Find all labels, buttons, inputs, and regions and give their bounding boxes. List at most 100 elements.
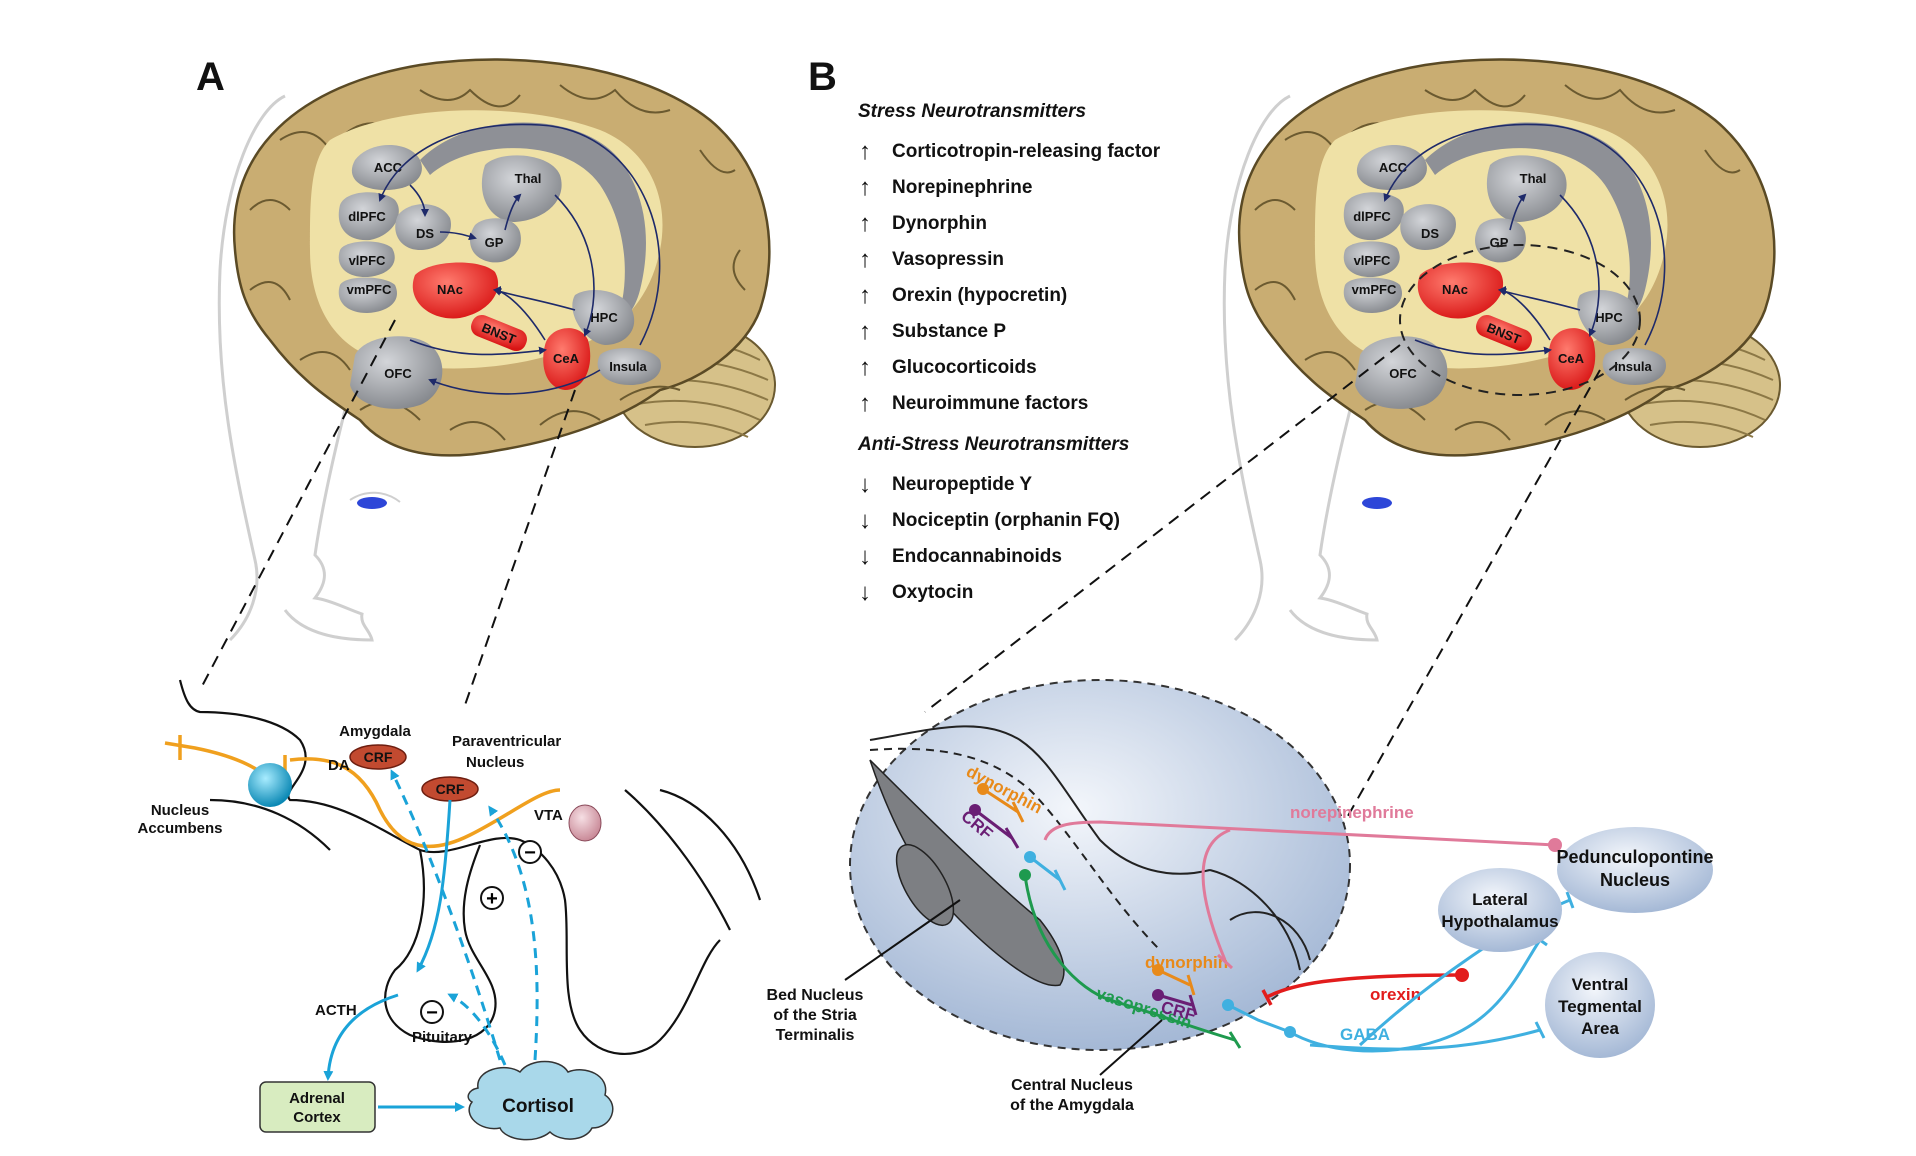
arrow-b-3: [1498, 288, 1581, 311]
vmpfc-label-b: vmPFC: [1352, 282, 1397, 297]
thal-shape: [481, 155, 562, 222]
arrow-ofc-cea: [409, 339, 547, 356]
gp-label-b: GP: [1490, 235, 1509, 250]
arrow-thal-cea: [554, 194, 595, 337]
anti-stress-arrow-1: ↓: [859, 507, 871, 534]
ppn-oval: [1557, 827, 1713, 913]
vasopressin-line: [1023, 874, 1242, 1049]
arrow-acc-ds: [409, 184, 429, 217]
dynorphin-line-lower: [1157, 968, 1196, 996]
plus-text: +: [486, 888, 498, 910]
gaba-line-upper: [1029, 855, 1067, 891]
minus-sign-2: [420, 1000, 444, 1024]
eye-b: [1362, 497, 1392, 509]
vta-sphere: [568, 804, 602, 842]
vmpfc-shape: [338, 277, 397, 313]
feedback-pvn: [488, 805, 539, 1061]
vta-b-label-3: Area: [1581, 1019, 1619, 1038]
cea-shape-b: [1548, 328, 1596, 390]
acth-label: ACTH: [315, 1002, 357, 1019]
acc-label: ACC: [374, 160, 403, 175]
dynorphin-line-upper: [982, 787, 1025, 823]
stress-item-2: Dynorphin: [892, 213, 987, 234]
stress-item-1: Norepinephrine: [892, 177, 1032, 198]
dlpfc-label-b: dlPFC: [1353, 209, 1391, 224]
bnst-label-3: Terminalis: [776, 1027, 855, 1044]
ofc-shape: [350, 336, 443, 409]
ofc-shape-b: [1355, 336, 1448, 409]
cea-shape: [543, 328, 591, 390]
orexin-terminal: [1455, 968, 1469, 982]
acc-shape-b: [1356, 145, 1427, 190]
zoom-line-b-left: [924, 344, 1401, 713]
zoom-line-b-right: [1339, 369, 1601, 831]
arrow-gp-thal: [504, 193, 522, 231]
vlpfc-label-b: vlPFC: [1354, 253, 1391, 268]
insula-label: Insula: [609, 359, 647, 374]
cea-label-b: CeA: [1558, 351, 1585, 366]
arrow-b-6: [1383, 123, 1666, 346]
norepinephrine-terminal: [1548, 838, 1562, 852]
thal-shape-b: [1486, 155, 1567, 222]
minus-text-1: −: [524, 842, 536, 864]
zoom-line-a-left: [199, 319, 396, 691]
lh-label-2: Hypothalamus: [1441, 912, 1558, 931]
panel-a-brain: ACC dlPFC vlPFC vmPFC DS Thal GP NAc BNS…: [217, 58, 776, 642]
bnst-label-2: of the Stria: [773, 1007, 857, 1024]
vta-label: VTA: [534, 807, 563, 824]
anti-stress-list: ↓ Neuropeptide Y ↓ Nociceptin (orphanin FQ)…: [859, 471, 1120, 606]
plus-sign: [480, 886, 504, 910]
ds-shape-b: [1400, 204, 1456, 250]
stress-item-5: Substance P: [892, 321, 1006, 342]
stress-arrow-6: ↑: [859, 354, 871, 381]
nac-shape: [412, 262, 499, 319]
connections-b: [1383, 123, 1666, 356]
bnst-pointer: [844, 899, 961, 981]
acc-label-b: ACC: [1379, 160, 1408, 175]
bnst-shape: [471, 314, 527, 352]
adrenal-label-2: Cortex: [293, 1109, 341, 1126]
extended-amygdala-outline: [1399, 244, 1641, 396]
ds-label-b: DS: [1421, 226, 1439, 241]
zoom-line-a-right: [464, 389, 576, 706]
orexin-label: orexin: [1370, 985, 1421, 1004]
dlpfc-shape: [338, 192, 399, 241]
arrow-b-4: [1559, 194, 1600, 337]
crf-amygdala-label: CRF: [364, 749, 393, 765]
arrow-b-1: [1414, 339, 1552, 356]
arrow-ds-gp: [439, 231, 477, 241]
thal-label: Thal: [515, 171, 542, 186]
arrow-insula-ofc: [428, 369, 601, 395]
amygdala-label: Amygdala: [339, 723, 411, 740]
stress-item-4: Orexin (hypocretin): [892, 285, 1067, 306]
hpc-label-b: HPC: [1595, 310, 1623, 325]
anti-stress-item-2: Endocannabinoids: [892, 546, 1062, 567]
small-dark-shape: [895, 844, 955, 926]
stress-item-3: Vasopressin: [892, 249, 1004, 270]
insula-label-b: Insula: [1614, 359, 1652, 374]
circuit-contour-top: [869, 725, 1211, 875]
face-outline: [283, 409, 374, 642]
vlpfc-label: vlPFC: [349, 253, 386, 268]
cea-label: CeA: [553, 351, 580, 366]
gaba-label: GABA: [1340, 1025, 1390, 1044]
vta-b-label-1: Ventral: [1572, 975, 1629, 994]
crf-line-upper: [974, 808, 1020, 849]
arrow-loop: [378, 123, 661, 346]
gp-shape: [470, 218, 521, 263]
insula-shape-b: [1602, 348, 1666, 385]
face-outline-b: [1288, 409, 1379, 642]
anti-stress-arrow-3: ↓: [859, 579, 871, 606]
stress-arrow-3: ↑: [859, 246, 871, 273]
ppn-label-1: Pedunculopontine: [1557, 847, 1714, 867]
eye: [357, 497, 387, 509]
anti-stress-item-3: Oxytocin: [892, 582, 973, 603]
pvn-label-2: Nucleus: [466, 754, 524, 771]
da-label: DA: [328, 757, 350, 774]
dynorphin-label-lower: dynorphin: [1145, 953, 1228, 972]
adrenal-label-1: Adrenal: [289, 1090, 345, 1107]
nac-shape-b: [1417, 262, 1504, 319]
lh-oval: [1438, 868, 1562, 952]
circuit-diagram: dynorphin CRF vasopressin dynorphin CRF …: [767, 679, 1714, 1114]
